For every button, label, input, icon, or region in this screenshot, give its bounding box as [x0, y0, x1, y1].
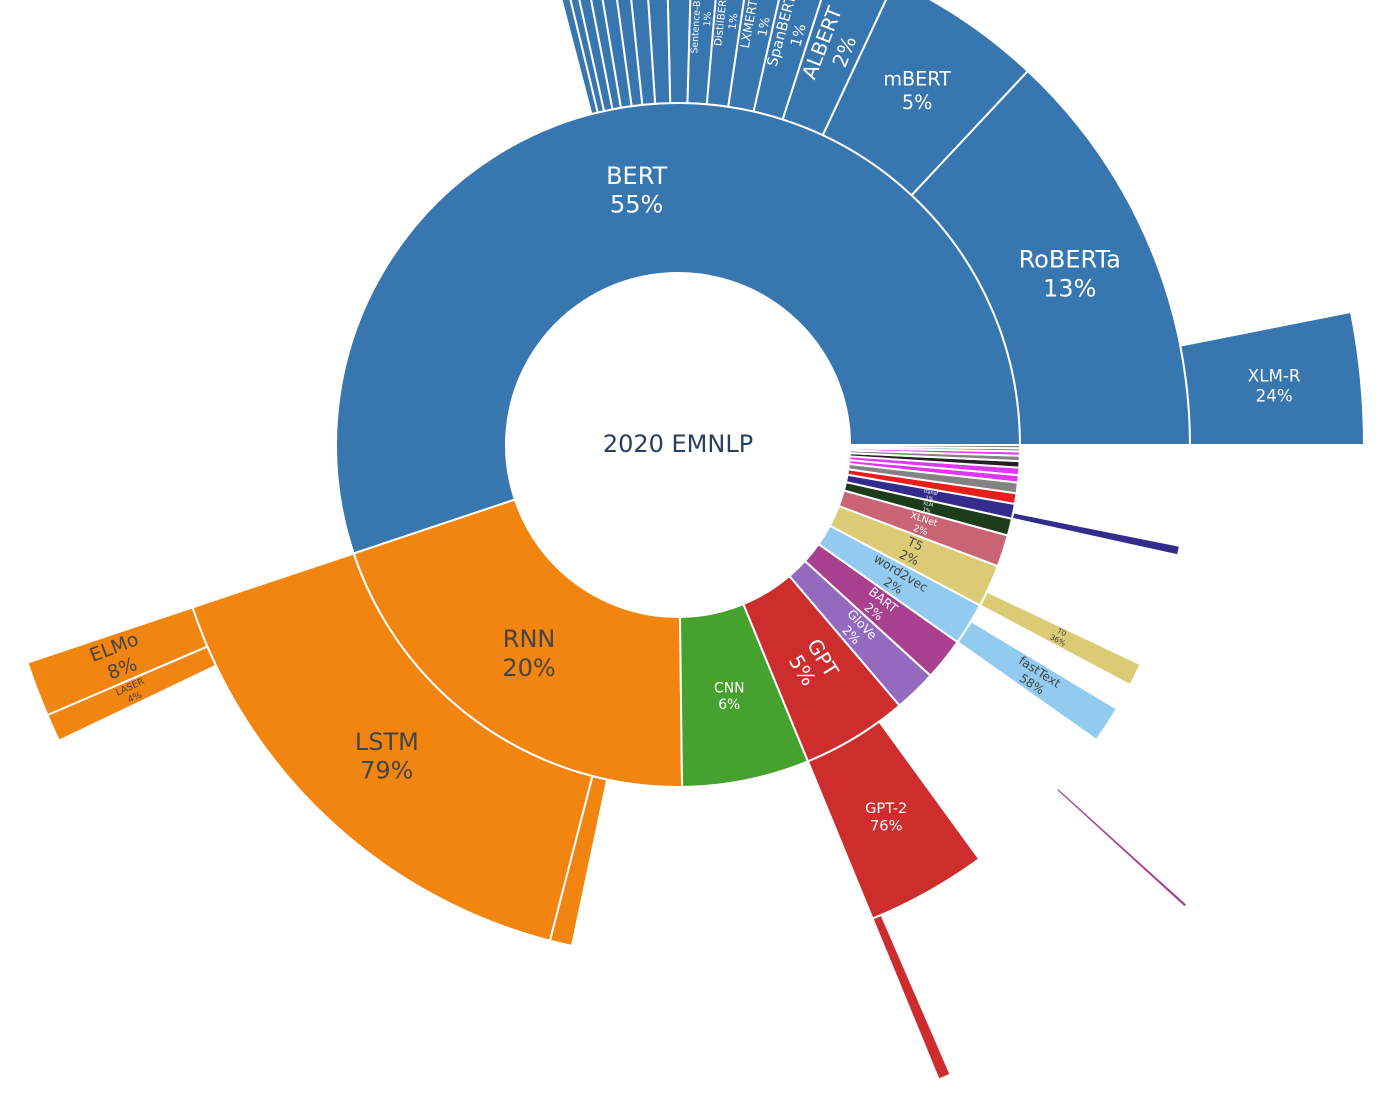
segments-layer	[26, 0, 1366, 1081]
segment-rnn-child-18[interactable]	[548, 774, 609, 948]
segment-mbert-label: mBERT 5%	[883, 67, 951, 113]
segment-fasttext[interactable]	[956, 619, 1119, 742]
segment-xlm-label: XLM1%	[921, 500, 934, 514]
segment-gpt-child-22[interactable]	[871, 913, 952, 1081]
segment-t5-label: T52%	[897, 532, 928, 568]
segment-roberta-label: RoBERTa 13%	[1019, 246, 1121, 303]
segment-s9[interactable]	[848, 444, 1022, 450]
segment-rnn-label: RNN 20%	[502, 625, 555, 682]
chart-title: 2020 EMNLP	[603, 430, 753, 458]
segment-cnn-label: CNN 6%	[714, 681, 744, 714]
segment-lstm-label: LSTM 79%	[355, 728, 419, 785]
segment-bart-child-23[interactable]	[1054, 786, 1189, 910]
segment-xlm-r[interactable]	[1179, 310, 1366, 446]
segment-lstm[interactable]	[191, 552, 594, 942]
segment-gpt-2[interactable]	[806, 720, 981, 920]
segment-bert-label: BERT 55%	[606, 162, 668, 219]
segment-t0[interactable]	[978, 590, 1142, 687]
segment-xlm-r-label: XLM-R 24%	[1248, 365, 1301, 405]
segment-mbert[interactable]	[821, 0, 1030, 197]
segment-transformer-label: Transf1%	[921, 488, 939, 503]
segment-laser[interactable]	[46, 645, 218, 743]
segment-gpt-2-label: GPT-2 76%	[865, 800, 907, 835]
segment-sentence-bert-label: Sentence-BERT1%	[689, 0, 715, 54]
segment-bert-child-15[interactable]	[548, 0, 599, 116]
segment-transformer-child-26[interactable]	[1010, 511, 1182, 557]
